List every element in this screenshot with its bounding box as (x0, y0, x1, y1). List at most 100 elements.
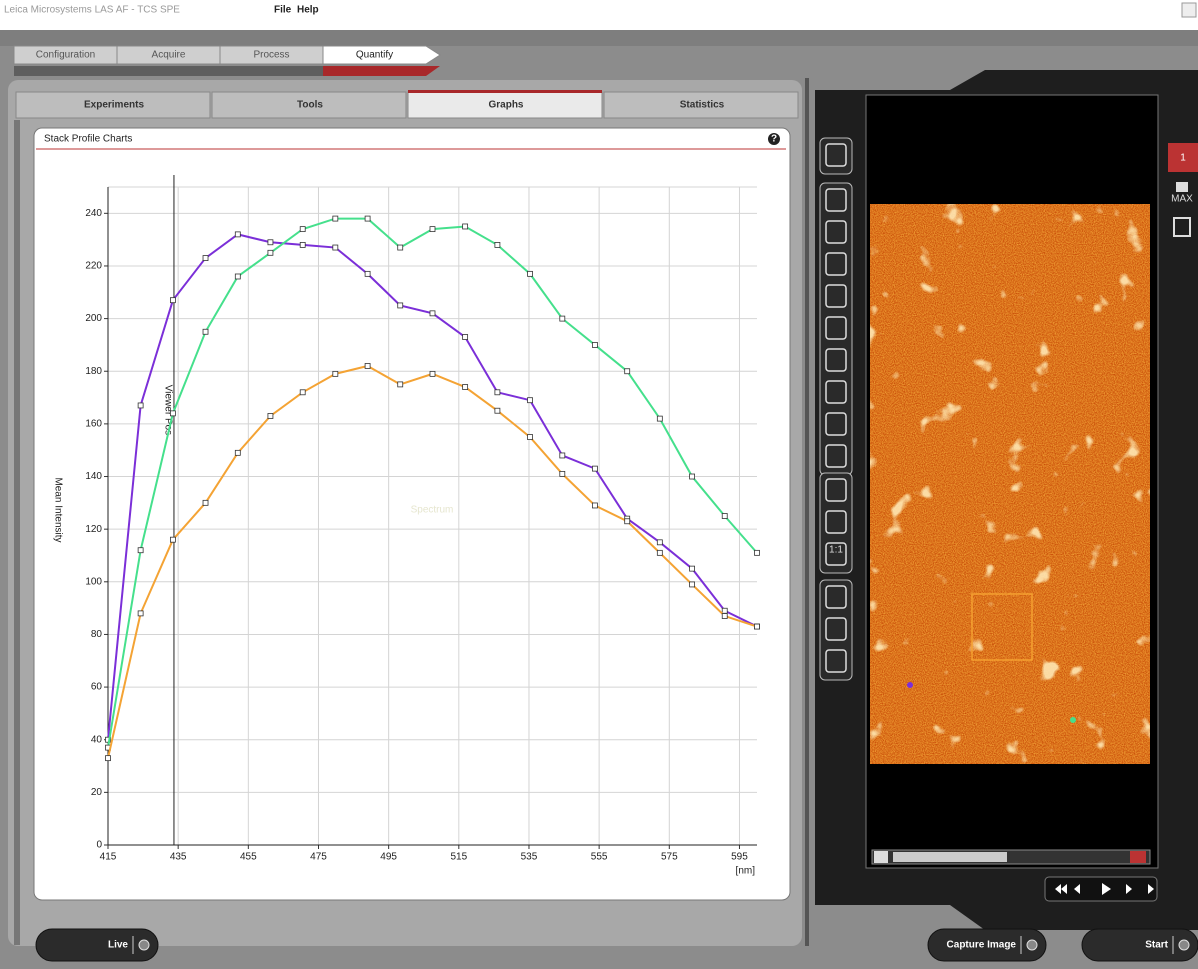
y-tick-label: 40 (91, 734, 103, 745)
action-button-label: Start (1145, 940, 1168, 951)
x-tick-label: 575 (661, 852, 678, 863)
data-point (138, 548, 143, 553)
data-point (592, 342, 597, 347)
sub-tab-indicator (408, 90, 602, 93)
y-tick-label: 240 (85, 208, 102, 219)
data-point (690, 582, 695, 587)
divider (805, 78, 809, 946)
x-tick-label: 455 (240, 852, 257, 863)
viewer-pos-label: Viewer Pos (162, 385, 173, 435)
data-point (528, 271, 533, 276)
data-point (625, 519, 630, 524)
data-point (592, 466, 597, 471)
tab-label: Acquire (152, 50, 186, 61)
x-tick-label: 555 (591, 852, 608, 863)
x-tick-label: 475 (310, 852, 327, 863)
action-button-label: Live (108, 940, 128, 951)
sub-tab-label: Tools (297, 100, 323, 111)
data-point (203, 329, 208, 334)
data-point (235, 232, 240, 237)
tab-label: Process (253, 50, 289, 61)
data-point (560, 316, 565, 321)
data-point (463, 385, 468, 390)
tab-label: Quantify (356, 50, 393, 61)
y-tick-label: 20 (91, 787, 103, 798)
data-point (138, 403, 143, 408)
data-point (690, 474, 695, 479)
data-point (170, 411, 175, 416)
y-tick-label: 80 (91, 629, 103, 640)
data-point (755, 624, 760, 629)
data-point (495, 408, 500, 413)
scroll-left[interactable] (874, 851, 888, 863)
x-tick-label: 435 (170, 852, 187, 863)
data-point (333, 216, 338, 221)
data-point (170, 298, 175, 303)
data-point (430, 311, 435, 316)
max-label: MAX (1171, 194, 1193, 205)
tab-strip (117, 66, 234, 76)
data-point (495, 242, 500, 247)
tab-strip (14, 66, 131, 76)
data-point (398, 303, 403, 308)
action-button-label: Capture Image (947, 940, 1017, 951)
scroll-right[interactable] (1130, 851, 1146, 863)
data-point (430, 227, 435, 232)
y-tick-label: 100 (85, 576, 102, 587)
y-tick-label: 220 (85, 261, 102, 272)
max-icon[interactable] (1176, 182, 1188, 192)
data-point (268, 240, 273, 245)
x-tick-label: 495 (380, 852, 397, 863)
data-point (463, 224, 468, 229)
data-point (138, 611, 143, 616)
tool-label: 1:1 (829, 545, 843, 556)
header-band (0, 30, 1198, 46)
y-tick-label: 140 (85, 471, 102, 482)
y-tick-label: 60 (91, 682, 103, 693)
roi-marker[interactable] (907, 682, 913, 688)
scroll-thumb[interactable] (893, 852, 1007, 862)
data-point (528, 435, 533, 440)
data-point (203, 256, 208, 261)
page: Leica Microsystems LAS AF - TCS SPE File… (0, 0, 1198, 969)
x-tick-label: 595 (731, 852, 748, 863)
menu-item[interactable]: File (274, 5, 292, 16)
data-point (657, 540, 662, 545)
y-tick-label: 200 (85, 313, 102, 324)
button-led (139, 940, 149, 950)
data-point (625, 369, 630, 374)
data-point (333, 245, 338, 250)
menu-item[interactable]: Help (297, 5, 319, 16)
tab-label: Configuration (36, 50, 95, 61)
close-button[interactable] (1182, 3, 1196, 17)
data-point (495, 390, 500, 395)
left-splitter (14, 120, 20, 945)
data-point (300, 242, 305, 247)
x-axis-label: [nm] (736, 866, 756, 877)
y-tick-label: 120 (85, 524, 102, 535)
roi-marker[interactable] (1070, 717, 1076, 723)
data-point (398, 245, 403, 250)
data-point (722, 608, 727, 613)
data-point (300, 227, 305, 232)
x-tick-label: 535 (521, 852, 538, 863)
data-point (592, 503, 597, 508)
data-point (560, 453, 565, 458)
main-tabs: Configuration Acquire Process Quantify (14, 46, 440, 76)
data-point (268, 250, 273, 255)
button-led (1179, 940, 1189, 950)
image-spots (870, 204, 1150, 764)
button-led (1027, 940, 1037, 950)
data-point (430, 371, 435, 376)
help-icon: ? (771, 134, 777, 145)
y-tick-label: 160 (85, 419, 102, 430)
channel-label: 1 (1180, 153, 1186, 164)
data-point (235, 274, 240, 279)
data-point (722, 614, 727, 619)
toolbar: 1:1 (820, 138, 852, 680)
data-point (365, 363, 370, 368)
sub-tab-label: Statistics (680, 100, 725, 111)
sub-tab-label: Experiments (84, 100, 144, 111)
data-point (170, 537, 175, 542)
data-point (755, 550, 760, 555)
